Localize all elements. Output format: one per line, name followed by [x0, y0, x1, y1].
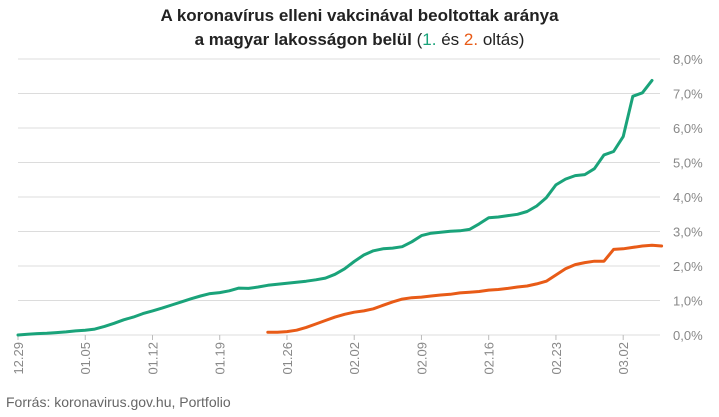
series2-label: 2.: [463, 30, 479, 49]
y-tick-label: 8,0%: [673, 52, 703, 67]
title-suffix: oltás): [482, 30, 525, 49]
y-tick-label: 5,0%: [673, 156, 703, 171]
x-tick-label: 01.19: [213, 342, 228, 375]
y-tick-label: 4,0%: [673, 190, 703, 205]
x-tick-label: 02.09: [414, 342, 429, 375]
y-tick-label: 2,0%: [673, 259, 703, 274]
title-open-paren: (: [416, 30, 423, 49]
y-tick-label: 0,0%: [673, 328, 703, 343]
series-line-2: [266, 243, 664, 334]
x-tick-label: 01.26: [280, 342, 295, 375]
chart-title-line2: a magyar lakosságon belül (1. és 2. oltá…: [0, 30, 719, 50]
chart-title-line1: A koronavírus elleni vakcinával beoltott…: [160, 6, 559, 25]
x-tick-label: 03.02: [616, 342, 631, 375]
x-axis: 12.29 01.05 01.12 01.19 01.26 02.02 02.09 02.16…: [11, 335, 631, 375]
x-tick-label: 02.23: [549, 342, 564, 375]
y-tick-label: 1,0%: [673, 294, 703, 309]
gridlines: [18, 58, 660, 336]
source-note: Forrás: koronavirus.gov.hu, Portfolio: [6, 394, 231, 410]
title-line2-text: a magyar lakosságon belül: [194, 30, 412, 49]
y-tick-label: 6,0%: [673, 121, 703, 136]
x-tick-label: 12.29: [11, 342, 26, 375]
y-axis: 0,0% 1,0% 2,0% 3,0% 4,0% 5,0% 6,0% 7,0% 8,0%: [673, 52, 703, 343]
title-and: és: [441, 30, 460, 49]
series1-label: 1.: [422, 30, 437, 49]
x-tick-label: 02.02: [347, 342, 362, 375]
x-tick-label: 01.05: [78, 342, 93, 375]
x-tick-label: 01.12: [145, 342, 160, 375]
x-tick-label: 02.16: [482, 342, 497, 375]
y-tick-label: 3,0%: [673, 225, 703, 240]
y-tick-label: 7,0%: [673, 87, 703, 102]
series-lines: [16, 78, 664, 337]
series-line-1: [16, 78, 654, 337]
